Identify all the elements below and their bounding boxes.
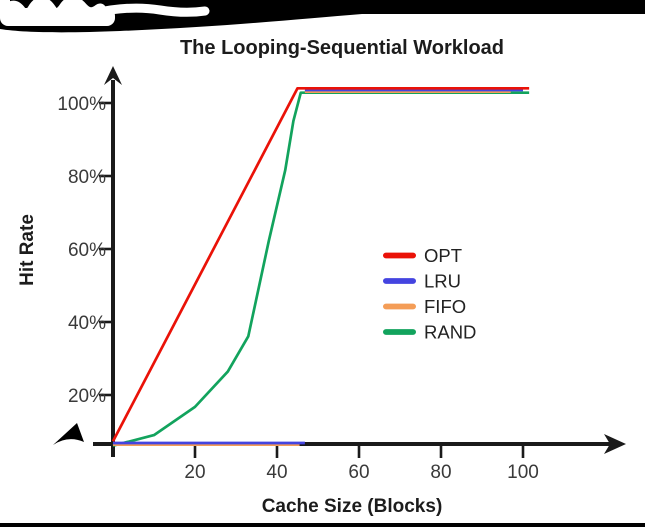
y-axis-ticks xyxy=(99,101,113,397)
y-tick-labels: 20% 40% 60% 80% 100% xyxy=(57,94,106,407)
y-tick-label: 60% xyxy=(68,240,106,261)
x-axis-ticks xyxy=(193,444,525,458)
series-line-rand xyxy=(112,91,530,448)
y-tick-label: 20% xyxy=(68,386,106,407)
x-tick-label: 40 xyxy=(266,462,287,483)
top-banner xyxy=(0,0,645,33)
scribble-tail-icon xyxy=(90,3,210,18)
x-tick-label: 60 xyxy=(348,462,369,483)
legend-swatch-opt xyxy=(383,252,416,259)
legend-label-rand: RAND xyxy=(424,322,476,343)
chart-title: The Looping-Sequential Workload xyxy=(180,37,504,59)
y-tick-label: 100% xyxy=(57,94,106,115)
y-axis-arrow-icon xyxy=(104,66,122,85)
x-tick-labels: 20 40 60 80 100 xyxy=(184,462,538,483)
cursor-arrow-icon xyxy=(53,423,84,445)
x-tick-label: 80 xyxy=(430,462,451,483)
x-tick-label: 100 xyxy=(507,462,539,483)
legend-swatch-rand xyxy=(383,329,416,335)
legend-swatch-lru xyxy=(383,278,416,284)
y-tick-label: 80% xyxy=(68,167,106,188)
axes xyxy=(93,66,626,458)
legend-label-opt: OPT xyxy=(424,245,462,266)
scribble-wave-icon xyxy=(0,0,107,23)
series-line-opt xyxy=(111,86,530,442)
legend-swatch-fifo xyxy=(383,303,416,310)
x-tick-label: 20 xyxy=(184,462,205,483)
bottom-edge-bar xyxy=(0,523,645,527)
y-axis-title: Hit Rate xyxy=(17,214,38,286)
series-lines xyxy=(111,86,530,448)
x-axis-title: Cache Size (Blocks) xyxy=(262,496,443,517)
y-tick-label: 40% xyxy=(68,313,106,334)
legend: OPT LRU FIFO RAND xyxy=(383,245,476,343)
legend-label-fifo: FIFO xyxy=(424,296,466,317)
x-axis-arrow-icon xyxy=(604,434,626,454)
legend-label-lru: LRU xyxy=(424,271,461,292)
